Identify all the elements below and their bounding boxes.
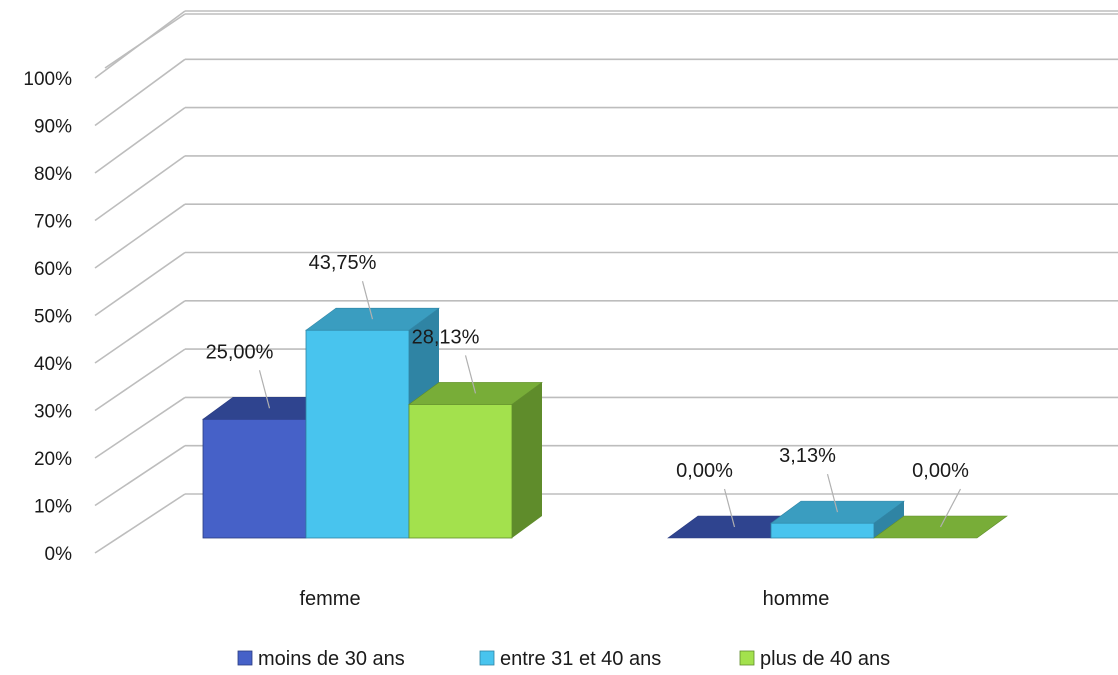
gridline-diagonal bbox=[94, 106, 186, 174]
y-tick-label: 70% bbox=[34, 212, 72, 233]
data-label: 43,75% bbox=[309, 252, 377, 274]
data-label: 25,00% bbox=[206, 341, 274, 363]
y-tick-label: 10% bbox=[34, 497, 72, 518]
gridline-diagonal bbox=[94, 203, 186, 269]
y-tick-label: 60% bbox=[34, 259, 72, 280]
bar bbox=[408, 382, 543, 539]
bar-side bbox=[874, 501, 904, 538]
x-tick-label: homme bbox=[763, 588, 830, 610]
y-tick-label: 100% bbox=[23, 69, 72, 90]
legend-swatch bbox=[479, 650, 495, 666]
bar bbox=[770, 500, 905, 539]
data-label-leader bbox=[258, 370, 271, 409]
bar-front bbox=[408, 403, 513, 539]
x-axis: femme homme bbox=[299, 588, 829, 610]
legend-item: entre 31 et 40 ans bbox=[479, 648, 661, 670]
legend-swatch bbox=[739, 650, 755, 666]
legend-label: entre 31 et 40 ans bbox=[500, 648, 661, 670]
data-label-leader bbox=[464, 355, 477, 394]
bars bbox=[202, 307, 1008, 539]
data-label-leader bbox=[723, 488, 736, 528]
y-tick-label: 90% bbox=[34, 117, 72, 138]
y-tick-label: 0% bbox=[45, 544, 73, 565]
gridline-diagonal bbox=[94, 300, 186, 364]
gridline-diagonal bbox=[94, 348, 186, 412]
legend: moins de 30 ans entre 31 et 40 ans plus de… bbox=[237, 648, 890, 670]
gridline-diagonal bbox=[94, 493, 186, 554]
y-tick-label: 40% bbox=[34, 354, 72, 375]
gridline-diagonal bbox=[94, 58, 186, 127]
data-labels: 25,00% 43,75% 28,13% 0,00% 3,13% 0,00% bbox=[206, 252, 969, 528]
gridline-diagonal bbox=[94, 155, 186, 222]
y-tick-label: 20% bbox=[34, 449, 72, 470]
data-label: 0,00% bbox=[912, 460, 969, 482]
y-tick-label: 30% bbox=[34, 402, 72, 423]
legend-item: moins de 30 ans bbox=[237, 648, 405, 670]
data-label: 3,13% bbox=[779, 445, 836, 467]
y-tick-label: 80% bbox=[34, 164, 72, 185]
bar-side bbox=[512, 382, 542, 538]
data-label: 0,00% bbox=[676, 460, 733, 482]
gridline-diagonal bbox=[94, 251, 186, 317]
gridline-diagonal bbox=[94, 445, 186, 507]
legend-label: moins de 30 ans bbox=[258, 648, 405, 670]
legend-label: plus de 40 ans bbox=[760, 648, 890, 670]
gridline-diagonal bbox=[94, 396, 186, 459]
data-label: 28,13% bbox=[412, 326, 480, 348]
data-label-leader bbox=[826, 473, 839, 513]
y-axis: 0% 10% 20% 30% 40% 50% 60% 70% 80% 90% 100% bbox=[23, 69, 72, 565]
bar-front bbox=[305, 329, 410, 539]
bar-front bbox=[202, 418, 307, 539]
legend-item: plus de 40 ans bbox=[739, 648, 890, 670]
data-label-leader bbox=[939, 488, 962, 528]
data-label-leader bbox=[361, 281, 374, 320]
x-tick-label: femme bbox=[299, 588, 360, 610]
legend-swatch bbox=[237, 650, 253, 666]
gridline-diagonal bbox=[104, 13, 186, 69]
bar-front bbox=[770, 522, 875, 539]
y-tick-label: 50% bbox=[34, 307, 72, 328]
